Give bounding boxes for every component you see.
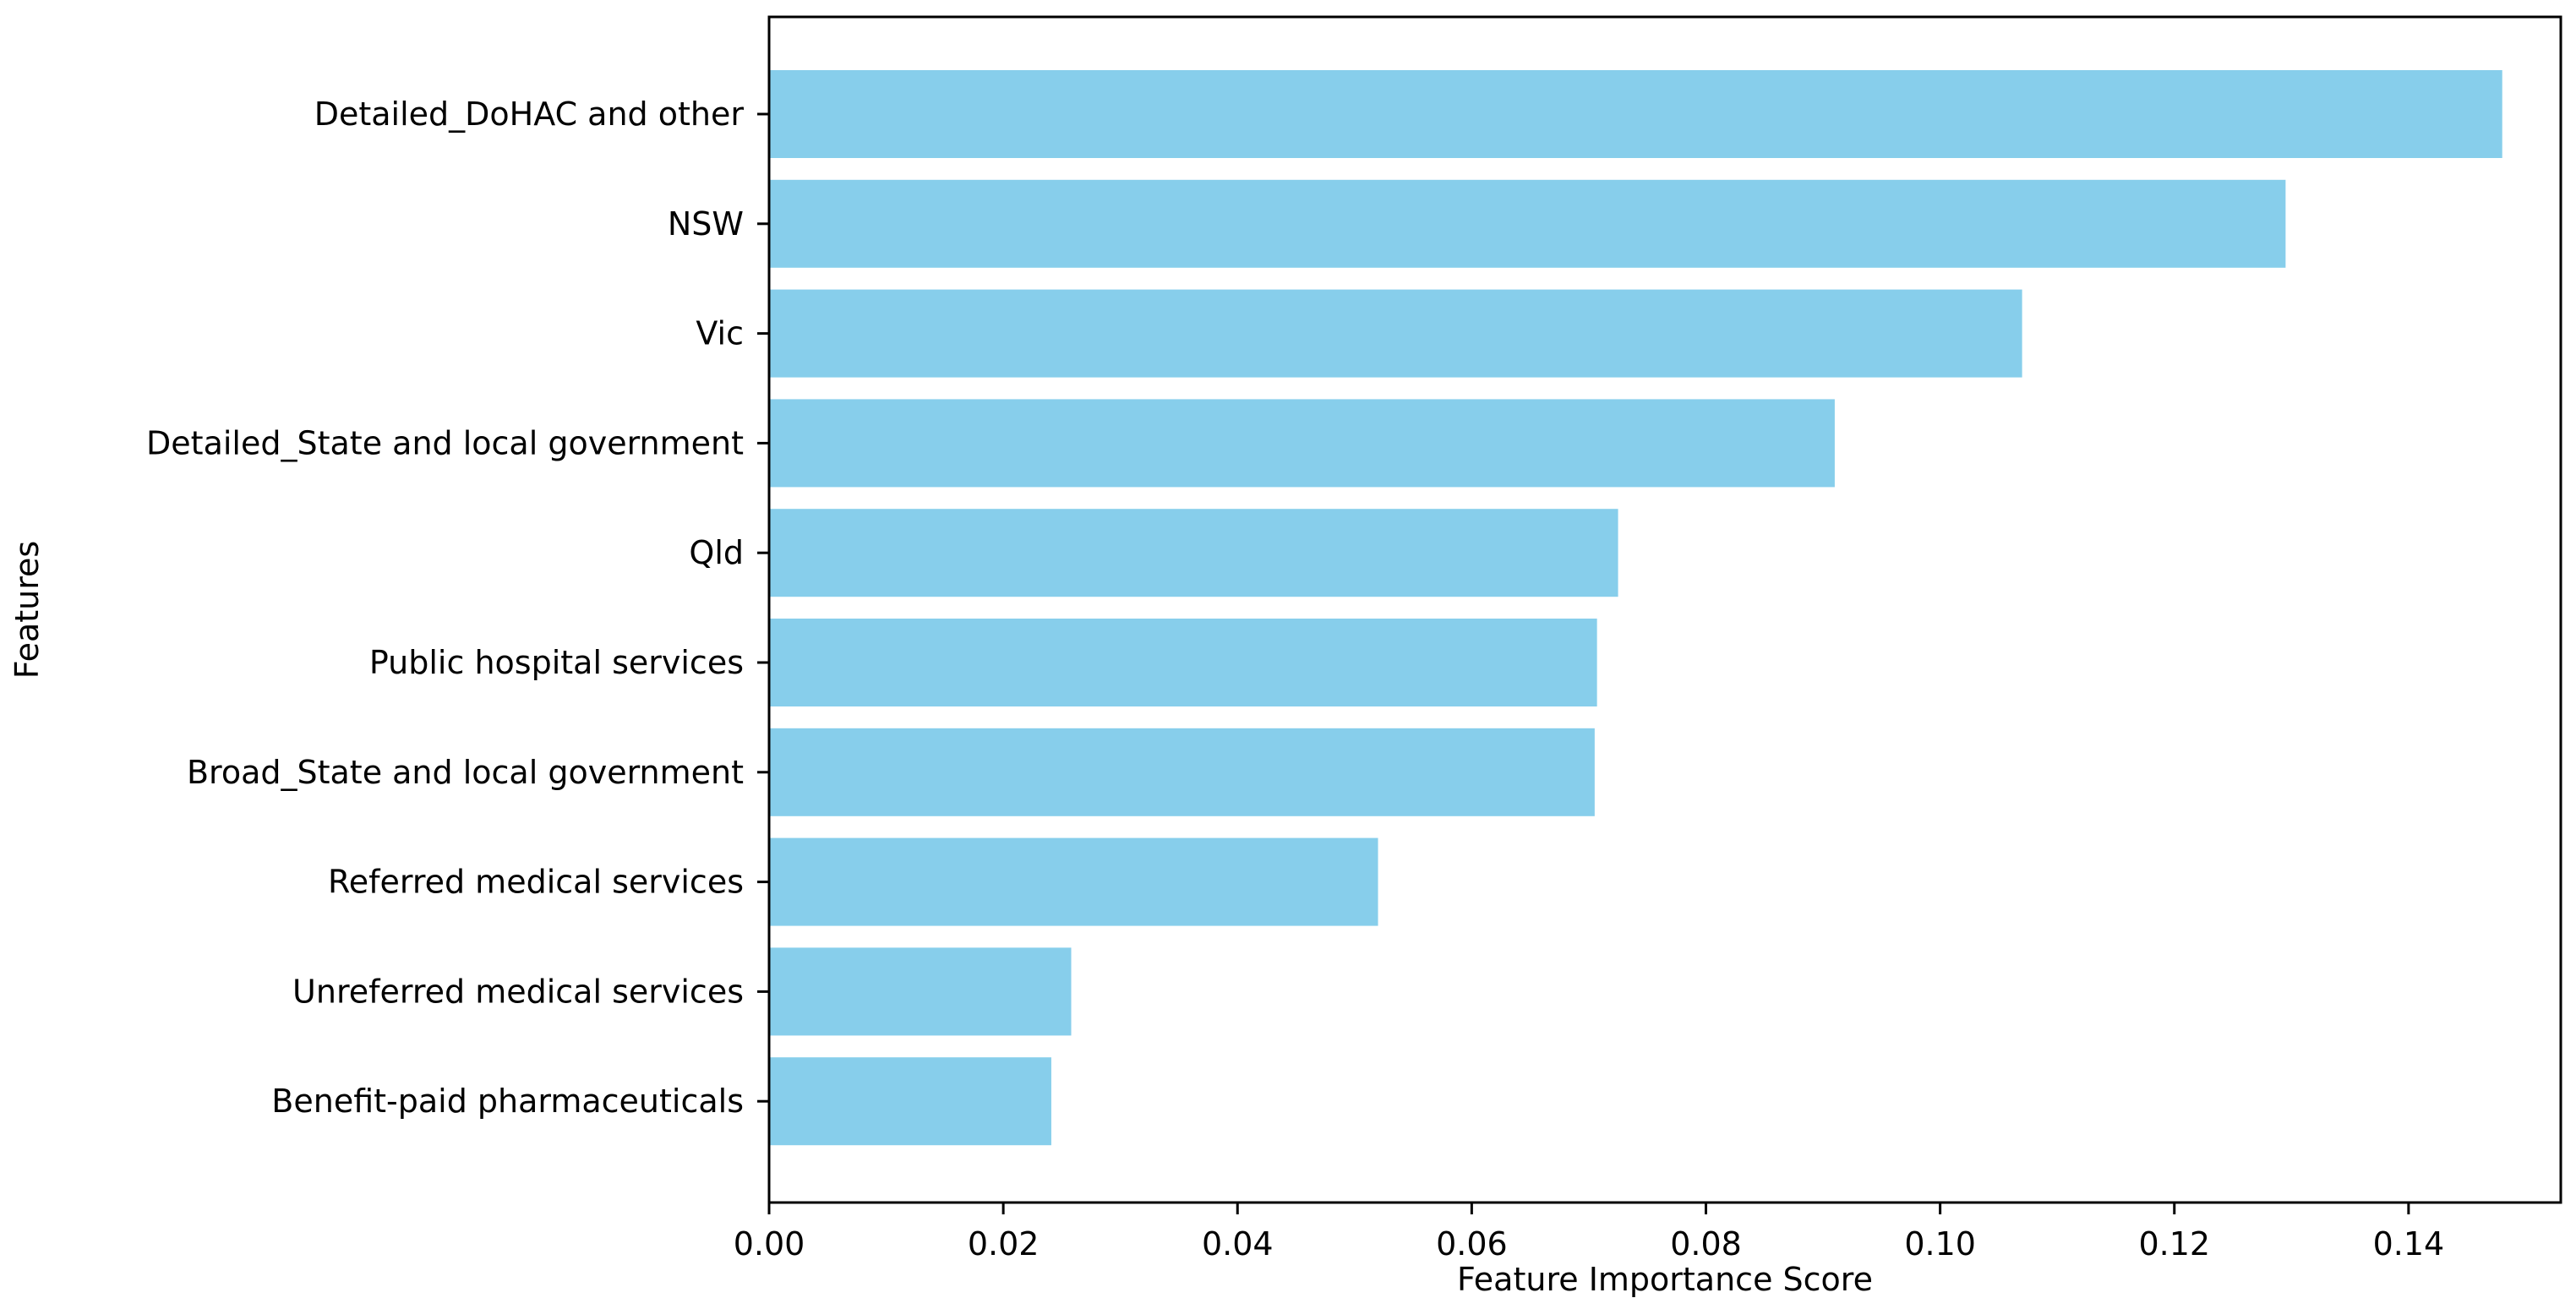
bar-8 [770, 947, 1072, 1036]
y-tick-label: Public hospital services [369, 644, 744, 681]
bar-0 [770, 70, 2502, 158]
x-tick-label: 0.12 [2138, 1225, 2210, 1263]
y-tick-label: Vic [696, 315, 744, 352]
x-ticks-group: 0.00 0.02 0.04 0.06 0.08 0.10 0.12 0.14 [734, 1203, 2444, 1263]
x-tick-label: 0.04 [1202, 1225, 1274, 1263]
bar-7 [770, 837, 1378, 926]
x-tick-label: 0.06 [1436, 1225, 1508, 1263]
y-axis-title: Features [8, 541, 46, 679]
y-tick-label: Benefit-paid pharmaceuticals [271, 1083, 744, 1120]
y-ticks-group: Detailed_DoHAC and other NSW Vic Detailed_S… [146, 95, 769, 1120]
x-tick-label: 0.10 [1904, 1225, 1976, 1263]
bar-5 [770, 619, 1597, 706]
y-tick-label: Detailed_DoHAC and other [314, 95, 745, 133]
bar-1 [770, 179, 2286, 268]
x-tick-label: 0.08 [1670, 1225, 1742, 1263]
y-tick-label: Qld [689, 534, 744, 571]
x-axis-title: Feature Importance Score [1457, 1261, 1873, 1298]
bar-6 [770, 728, 1595, 816]
bar-4 [770, 509, 1618, 597]
bar-9 [770, 1057, 1051, 1146]
x-tick-label: 0.14 [2373, 1225, 2445, 1263]
bar-2 [770, 289, 2022, 378]
bars-group [770, 70, 2502, 1146]
x-tick-label: 0.00 [734, 1225, 805, 1263]
y-tick-label: Referred medical services [328, 864, 744, 901]
bar-3 [770, 399, 1835, 488]
y-tick-label: Broad_State and local government [187, 754, 744, 791]
y-tick-label: NSW [668, 205, 744, 243]
y-tick-label: Detailed_State and local government [146, 424, 744, 461]
x-tick-label: 0.02 [968, 1225, 1040, 1263]
y-tick-label: Unreferred medical services [292, 973, 744, 1010]
plot-frame [767, 15, 2562, 1204]
